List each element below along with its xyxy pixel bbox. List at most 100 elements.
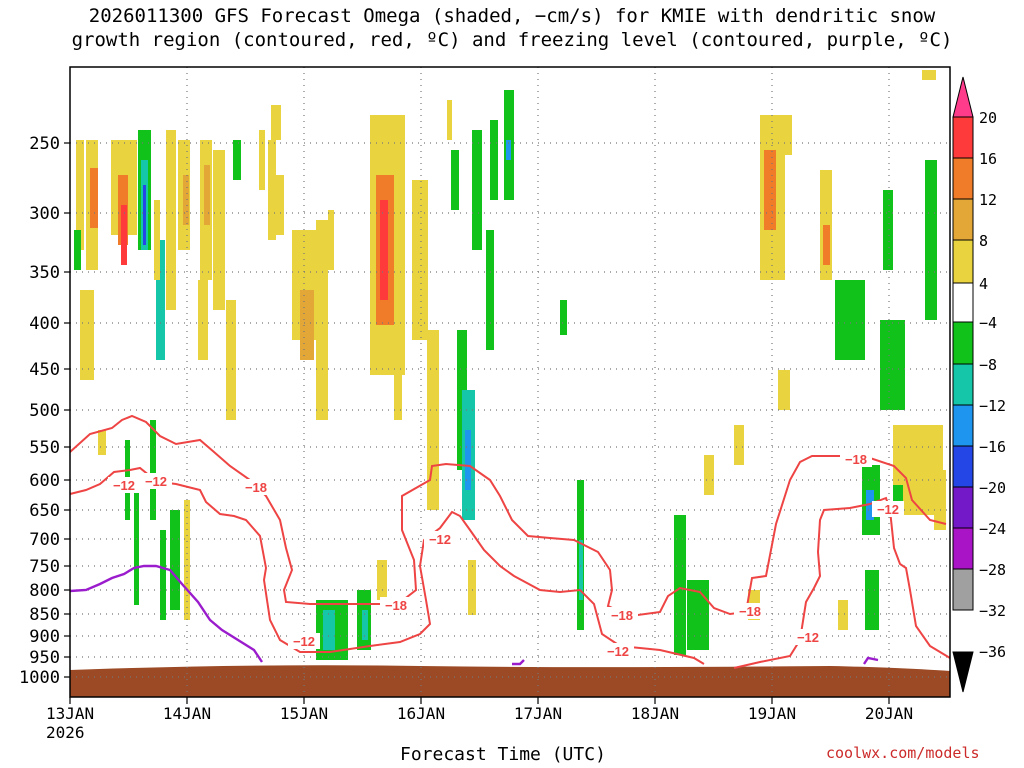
omega-region	[74, 230, 81, 270]
contour-label: −18	[240, 479, 272, 495]
x-tick-label: 18JAN	[631, 704, 679, 723]
contour-label-text: −18	[245, 480, 267, 495]
omega-region	[764, 150, 776, 230]
colorbar-swatch	[952, 198, 974, 241]
omega-region	[838, 600, 848, 630]
omega-region	[226, 300, 236, 420]
omega-region	[154, 200, 160, 280]
contour-label-text: −12	[877, 502, 899, 517]
omega-region	[674, 515, 686, 655]
x-tick-label: 14JAN	[163, 704, 211, 723]
contour-label-bg	[606, 607, 638, 623]
contour-label-bg	[380, 597, 412, 613]
omega-region	[823, 225, 830, 265]
contour-label-bg	[840, 451, 872, 467]
colorbar-bottom-arrow-placeholder	[952, 651, 974, 693]
omega-region	[893, 485, 903, 515]
x-axis-tick-labels: 13JAN 14JAN 15JAN 16JAN 17JAN 18JAN 19JAN 20JAN…	[46, 704, 913, 742]
omega-region	[704, 455, 714, 495]
omega-region	[506, 140, 511, 160]
freezing-level-contour	[69, 564, 263, 663]
colorbar-label: 16	[979, 150, 997, 168]
contour-label-text: −12	[607, 644, 629, 659]
source-credit: coolwx.com/models	[826, 744, 980, 762]
y-tick-label: 350	[29, 263, 60, 283]
omega-region	[76, 140, 84, 250]
omega-shading	[74, 70, 946, 660]
y-tick-label: 300	[29, 204, 60, 224]
omega-region	[560, 300, 567, 335]
y-axis-tick-labels: 2503003504004505005506006507007508008509…	[19, 134, 60, 688]
colorbar-swatch	[952, 239, 974, 284]
omega-region	[316, 220, 328, 420]
contour-label: −12	[424, 531, 456, 547]
colorbar-label: 8	[979, 232, 988, 250]
contour-label-bg	[288, 633, 320, 649]
contour-label-text: −12	[797, 630, 819, 645]
colorbar-swatch	[952, 282, 974, 323]
x-tick-label: 19JAN	[748, 704, 796, 723]
y-tick-label: 550	[29, 438, 60, 458]
contour-label: −12	[288, 633, 320, 649]
omega-region	[150, 420, 156, 520]
omega-region	[579, 540, 583, 600]
omega-region	[198, 280, 208, 360]
colorbar-label: 20	[979, 109, 997, 127]
omega-region	[259, 130, 265, 190]
colorbar-swatch	[952, 404, 974, 447]
y-tick-label: 1000	[19, 668, 60, 688]
temperature-contours: −12 −18 −12 −18 −12 −12 −18 −12 −18 −12 −18 −12	[69, 414, 951, 669]
x-tick-label: 16JAN	[397, 704, 445, 723]
omega-region	[451, 150, 459, 210]
colorbar-swatch	[952, 363, 974, 406]
contour-label-text: −18	[845, 452, 867, 467]
omega-region	[394, 300, 402, 420]
omega-region	[784, 115, 792, 155]
contour-label: −12	[872, 501, 904, 517]
colorbar-label: −36	[979, 643, 1006, 661]
omega-region	[268, 140, 276, 240]
contour-label-text: −18	[739, 604, 761, 619]
contour-label-text: −12	[429, 532, 451, 547]
contour-label-bg	[602, 643, 634, 659]
contour-label-bg	[872, 501, 904, 517]
x-tick-year-label: 2026	[46, 723, 85, 742]
dendritic-growth-contour	[733, 496, 951, 669]
freezing-level-contour	[863, 656, 879, 665]
title-line-2: growth region (contoured, red, ºC) and f…	[71, 29, 953, 51]
contour-label-text: −12	[145, 474, 167, 489]
contour-label-text: −12	[113, 478, 135, 493]
omega-region	[778, 370, 790, 410]
terrain-area	[70, 665, 950, 697]
y-tick-label: 250	[29, 134, 60, 154]
contour-label: −12	[792, 629, 824, 645]
omega-region	[734, 425, 744, 465]
omega-region	[323, 610, 335, 650]
contour-label: −18	[840, 451, 872, 467]
omega-region	[143, 185, 146, 245]
colorbar-label: −24	[979, 520, 1006, 538]
omega-region	[98, 430, 106, 455]
colorbar-label: −12	[979, 397, 1006, 415]
x-tick-label: 17JAN	[514, 704, 562, 723]
colorbar-top-arrow	[952, 76, 974, 118]
colorbar-swatch	[952, 568, 974, 611]
omega-region	[80, 290, 94, 380]
colorbar-swatch	[952, 321, 974, 365]
omega-region	[160, 530, 166, 620]
title-line-1: 2026011300 GFS Forecast Omega (shaded, −…	[88, 5, 936, 27]
omega-region	[183, 175, 189, 225]
contour-label: −12	[602, 643, 634, 659]
omega-region	[865, 570, 879, 630]
omega-region	[427, 330, 439, 510]
omega-region	[922, 70, 936, 80]
contour-label-bg	[240, 479, 272, 495]
colorbar-label: −8	[979, 356, 997, 374]
omega-region	[377, 560, 387, 600]
y-tick-label: 600	[29, 471, 60, 491]
contour-label: −18	[380, 597, 412, 613]
y-tick-label: 500	[29, 401, 60, 421]
omega-region	[486, 230, 494, 350]
colorbar-swatch	[952, 157, 974, 200]
